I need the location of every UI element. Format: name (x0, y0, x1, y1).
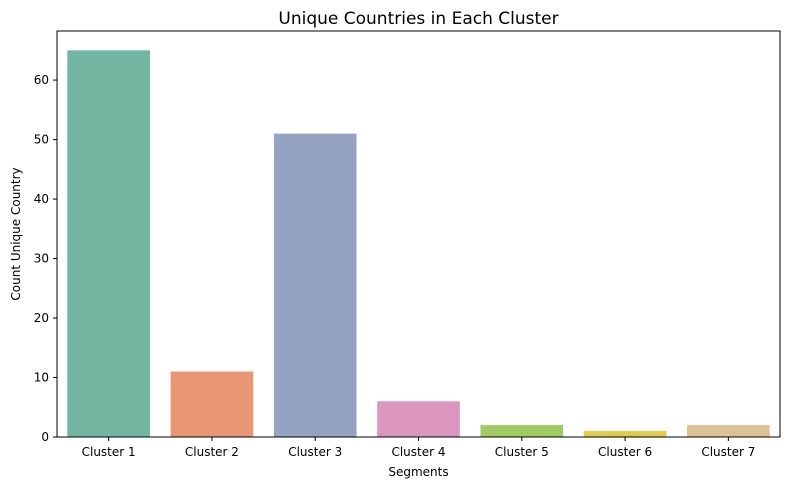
y-tick-label: 10 (34, 371, 49, 385)
bar-3 (273, 133, 357, 437)
y-ticks-group: 0 10 20 30 40 50 60 (34, 73, 57, 444)
x-tick-label: Cluster 5 (495, 445, 549, 459)
x-tick-label: Cluster 6 (598, 445, 652, 459)
y-tick-label: 30 (34, 252, 49, 266)
x-tick-label: Cluster 1 (82, 445, 136, 459)
x-axis-label: Segments (388, 465, 448, 479)
bar-7 (687, 425, 770, 437)
bars-group (67, 50, 770, 437)
x-tick-label: Cluster 4 (391, 445, 445, 459)
y-tick-label: 40 (34, 192, 49, 206)
plot-frame (56, 30, 781, 438)
bar-2 (170, 371, 254, 437)
chart-title: Unique Countries in Each Cluster (278, 9, 558, 29)
y-tick-label: 0 (41, 430, 49, 444)
y-tick-label: 20 (34, 311, 49, 325)
y-tick-label: 50 (34, 133, 49, 147)
bar-1 (67, 50, 150, 437)
bar-5 (480, 425, 564, 437)
y-axis-label: Count Unique Country (9, 167, 23, 300)
x-tick-label: Cluster 7 (701, 445, 755, 459)
x-tick-label: Cluster 3 (288, 445, 342, 459)
y-tick-label: 60 (34, 73, 49, 87)
x-tick-label: Cluster 2 (185, 445, 239, 459)
x-ticks-group: Cluster 1 Cluster 2 Cluster 3 Cluster 4 Clus… (82, 437, 755, 459)
bar-4 (377, 401, 460, 437)
bar-6 (583, 431, 667, 437)
